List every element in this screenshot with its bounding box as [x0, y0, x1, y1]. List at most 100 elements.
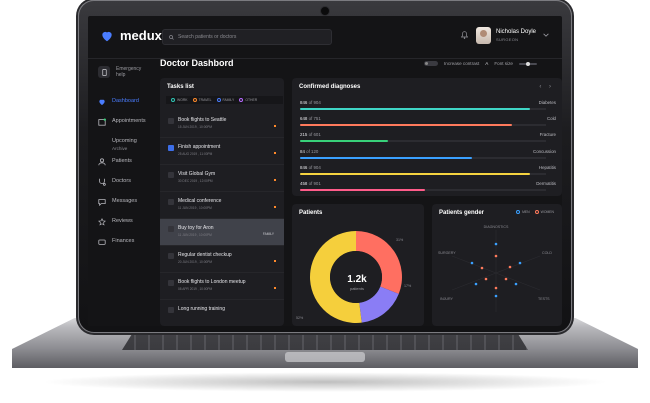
app-logo[interactable]: medux [100, 28, 162, 43]
tag-dot-icon [216, 98, 221, 102]
task-title: Long running training [178, 306, 225, 312]
sidebar-item-upcoming[interactable]: Upcoming Archive [98, 138, 146, 158]
priority-marker [274, 287, 276, 289]
priority-marker [274, 152, 276, 154]
chevron-down-icon[interactable] [543, 33, 549, 37]
task-date: 15 JUN 2019 , 10:00PM [178, 125, 213, 129]
emergency-help-label: Emergency help [116, 66, 142, 78]
diagnosis-row: 84 of 120 Concussion [300, 149, 556, 166]
task-checkbox[interactable] [168, 226, 174, 232]
carousel-arrows-icon[interactable]: ‹ › [539, 84, 554, 90]
priority-marker [274, 125, 276, 127]
sidebar-nav: Dashboard Appointments Upcoming Archive P… [98, 98, 146, 258]
avatar [476, 27, 491, 44]
patients-donut-chart [310, 231, 402, 323]
diagnosis-name: Concussion [533, 148, 556, 154]
tag-other[interactable]: OTHER [239, 98, 257, 102]
sidebar-subitem-archive[interactable]: Archive [112, 146, 128, 151]
tag-travel[interactable]: TRAVEL [192, 98, 212, 102]
webcam [320, 6, 330, 16]
task-row[interactable]: Finish appointment 25 AUG 2019 , 11:00PM [160, 138, 284, 165]
diagnosis-name: Cold [546, 116, 556, 122]
task-row[interactable]: Regular dentist checkup 20 JUN 2019 , 10:… [160, 246, 284, 273]
tag-dot-icon [171, 98, 175, 102]
tag-family[interactable]: FAMILY [216, 98, 234, 102]
tasks-card: Tasks list WORK TRAVEL FAMILY OTHER Book… [160, 78, 284, 326]
task-row[interactable]: Visit Global Gym 30 DEC 2019 , 12:00PM [160, 165, 284, 192]
patients-total-label: patients [349, 286, 364, 291]
progress-fill [300, 189, 425, 191]
patients-total: 1.2k [347, 274, 367, 285]
radar-point [470, 261, 474, 265]
heart-logo-icon [102, 31, 112, 41]
radar-point [494, 294, 498, 298]
sidebar-item-finances[interactable]: Finances [98, 238, 146, 258]
diagnosis-count: 458 of 901 [300, 181, 321, 186]
sidebar-item-appointments[interactable]: Appointments [98, 118, 146, 138]
task-row[interactable]: Book flights to Seattle 15 JUN 2019 , 10:… [160, 111, 284, 138]
tag-dot-icon [192, 98, 197, 102]
user-name: Nicholas Doyle [496, 29, 537, 35]
diagnosis-row: 846 of 904 Hepatitis [300, 165, 556, 182]
diagnosis-row: 846 of 904 Diabetes [300, 100, 556, 117]
search-box[interactable] [162, 29, 332, 45]
user-profile[interactable]: Nicholas Doyle SURGEON [476, 27, 536, 44]
accessibility-controls: Increase contrast A Font size [424, 61, 537, 66]
task-checkbox[interactable] [168, 172, 174, 178]
sidebar-item-patients[interactable]: Patients [98, 158, 146, 178]
radar-axis [451, 255, 541, 291]
radar-point [474, 282, 478, 286]
chat-icon [98, 199, 106, 206]
diagnosis-name: Hepatitis [538, 164, 556, 170]
wallet-icon [98, 239, 106, 245]
sidebar-item-messages[interactable]: Messages [98, 198, 146, 218]
laptop-trackpad [285, 352, 365, 362]
radar-point [480, 266, 484, 270]
diagnosis-row: 215 of 601 Fracture [300, 132, 556, 149]
sidebar-item-dashboard[interactable]: Dashboard [98, 98, 146, 118]
radar-point [518, 261, 522, 265]
diagnosis-name: Diabetes [538, 100, 556, 105]
laptop-shadow [40, 372, 610, 392]
sidebar-item-label: Patients [112, 158, 132, 164]
progress-fill [300, 140, 389, 143]
tag-work[interactable]: WORK [171, 98, 188, 102]
contrast-toggle[interactable] [424, 61, 438, 66]
task-row[interactable]: Book flights to London meetup 08 APR 2019… [160, 273, 284, 300]
task-checkbox[interactable] [168, 307, 174, 313]
task-row-selected[interactable]: Buy toy for Aron 11 JUN 2019 , 10:00PM FAM… [160, 219, 284, 246]
legend-dot-icon [516, 210, 521, 214]
radar-point [484, 277, 488, 281]
font-size-slider[interactable] [518, 61, 537, 66]
task-checkbox[interactable] [168, 253, 174, 259]
bell-icon[interactable] [461, 31, 468, 39]
gender-title: Patients gender [439, 210, 485, 216]
sidebar-item-doctors[interactable]: Doctors [98, 178, 146, 198]
task-row[interactable]: Long running training [160, 300, 284, 326]
sidebar-item-label: Messages [112, 198, 138, 204]
search-icon [169, 34, 174, 40]
radar-point [508, 265, 512, 269]
task-row[interactable]: Medical conference 11 JUN 2019 , 10:00PM [160, 192, 284, 219]
star-icon [98, 218, 106, 226]
radar-point [494, 242, 498, 246]
phone-icon [98, 66, 110, 78]
progress-fill [300, 156, 473, 159]
search-input[interactable] [178, 34, 318, 40]
sidebar-item-label: Appointments [112, 118, 146, 124]
sidebar-item-label: Dashboard [112, 98, 139, 104]
task-checkbox[interactable] [168, 145, 174, 151]
radar-points [470, 242, 522, 298]
task-title: Medical conference [178, 198, 222, 204]
radar-axis-label: TESTS [538, 297, 550, 301]
task-checkbox[interactable] [168, 280, 174, 286]
sidebar-item-reviews[interactable]: Reviews [98, 218, 146, 238]
emergency-help[interactable]: Emergency help [98, 66, 146, 78]
task-title: Finish appointment [178, 144, 221, 150]
sidebar-item-label: Upcoming [112, 138, 137, 144]
task-date: 11 JUN 2019 , 10:00PM [178, 206, 212, 210]
app-name: medux [120, 28, 162, 43]
task-checkbox[interactable] [168, 118, 174, 124]
top-bar: medux Nicholas Doyle SURGEON [88, 16, 562, 59]
task-checkbox[interactable] [168, 199, 174, 205]
